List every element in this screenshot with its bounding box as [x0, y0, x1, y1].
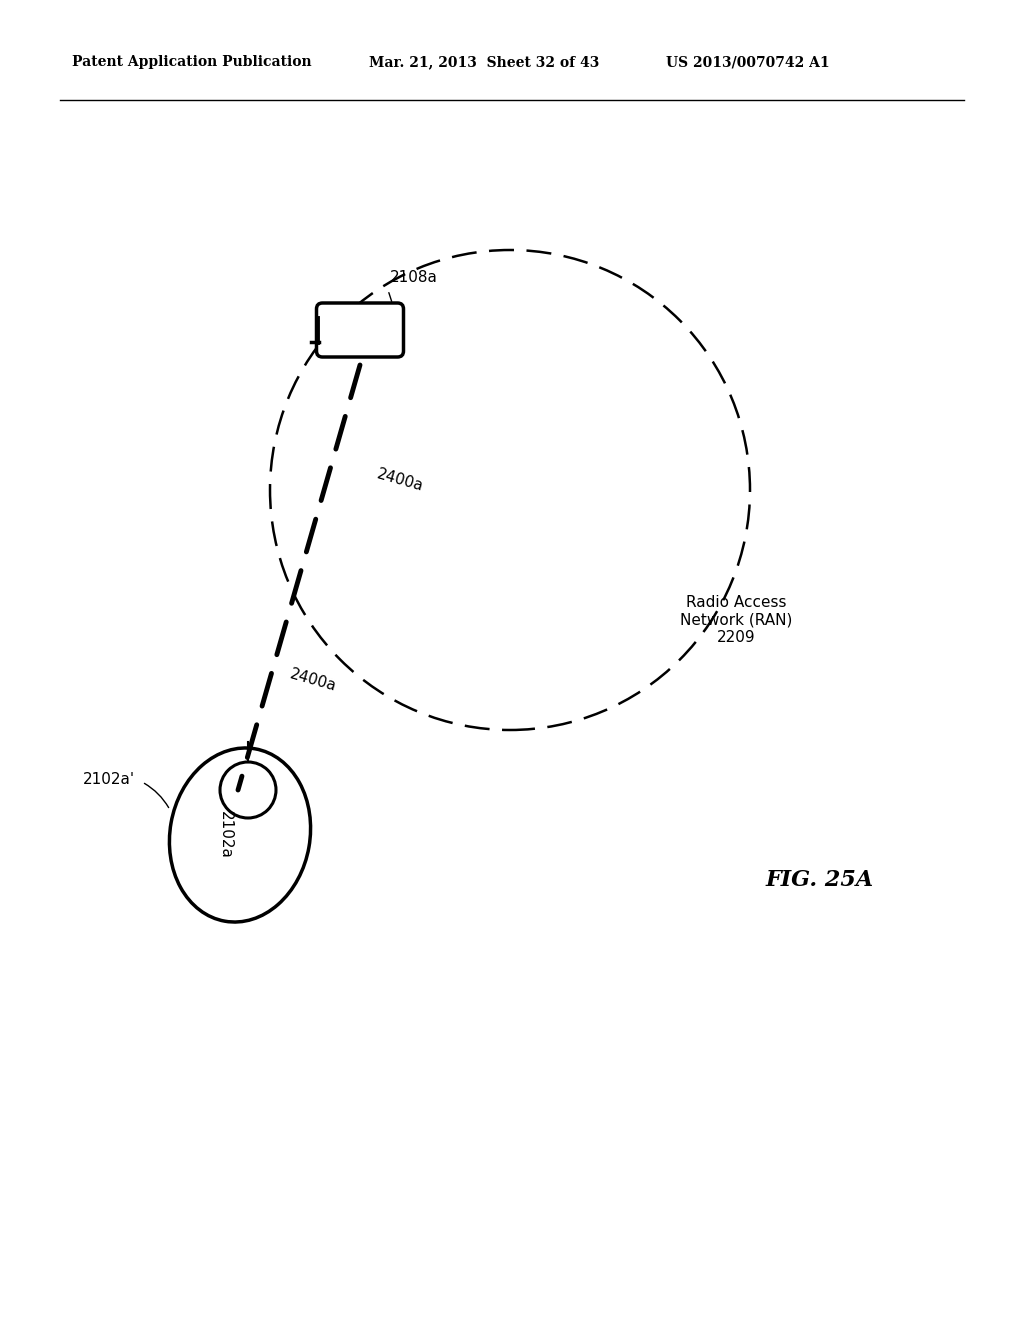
Text: 2400a: 2400a	[375, 466, 425, 494]
Text: 2400a: 2400a	[288, 667, 338, 694]
Text: FIG. 25A: FIG. 25A	[766, 869, 874, 891]
Text: Patent Application Publication: Patent Application Publication	[72, 55, 311, 70]
Text: US 2013/0070742 A1: US 2013/0070742 A1	[666, 55, 829, 70]
Text: 2108a: 2108a	[390, 271, 438, 285]
Text: 2102a': 2102a'	[83, 772, 135, 788]
FancyBboxPatch shape	[316, 304, 403, 356]
Text: Radio Access
Network (RAN)
2209: Radio Access Network (RAN) 2209	[680, 595, 793, 645]
Text: Mar. 21, 2013  Sheet 32 of 43: Mar. 21, 2013 Sheet 32 of 43	[369, 55, 599, 70]
Text: 2102a: 2102a	[217, 810, 232, 859]
